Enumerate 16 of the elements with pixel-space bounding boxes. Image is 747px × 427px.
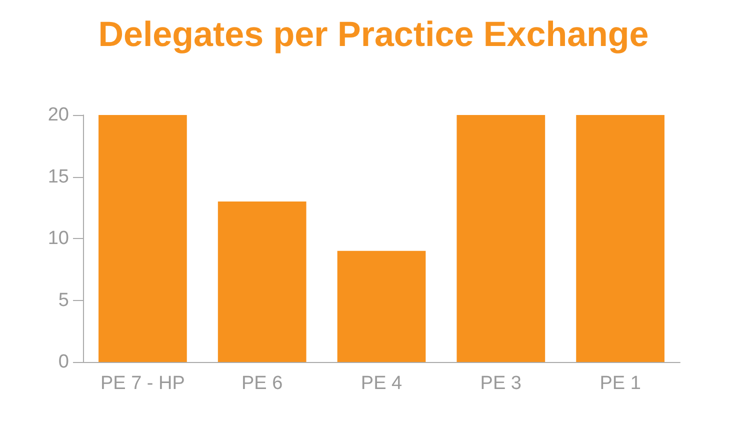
y-tick-label: 15 bbox=[48, 166, 69, 188]
bar bbox=[98, 115, 187, 362]
y-tick-label: 20 bbox=[48, 104, 69, 126]
bar bbox=[456, 115, 546, 362]
y-tick-label: 0 bbox=[58, 352, 69, 372]
bar bbox=[218, 201, 306, 362]
y-tick-label: 10 bbox=[48, 228, 69, 249]
bar bbox=[337, 250, 426, 362]
x-tick-label: PE 1 bbox=[600, 373, 641, 394]
x-tick-label: PE 4 bbox=[360, 373, 403, 394]
chart-title: Delegates per Practice Exchange bbox=[98, 15, 649, 54]
x-tick-label: PE 7 - HP bbox=[100, 373, 185, 394]
y-tick-label: 5 bbox=[58, 290, 69, 311]
x-tick-label: PE 3 bbox=[480, 373, 522, 394]
bar bbox=[576, 115, 664, 362]
x-tick-label: PE 6 bbox=[242, 373, 283, 394]
